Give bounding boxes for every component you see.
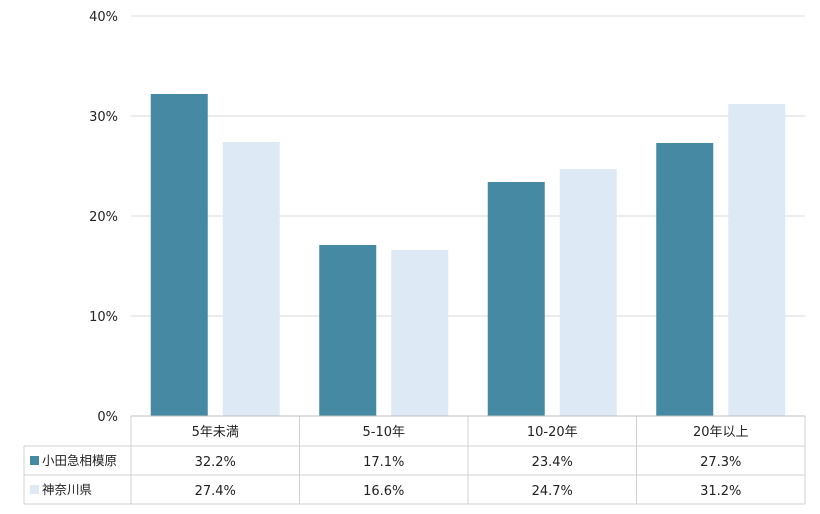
bar-2-1 bbox=[222, 142, 280, 416]
legend-label: 小田急相模原 bbox=[42, 453, 117, 468]
data-label: 32.2% bbox=[195, 455, 236, 470]
y-tick-label: 20% bbox=[89, 210, 118, 225]
data-label: 31.2% bbox=[700, 484, 741, 499]
bar-1-1 bbox=[150, 94, 208, 416]
y-tick-label: 30% bbox=[89, 110, 118, 125]
bar-2-2 bbox=[391, 250, 449, 416]
category-label: 20年以上 bbox=[693, 425, 749, 440]
legend-swatch-1 bbox=[30, 456, 39, 465]
data-label: 23.4% bbox=[532, 455, 573, 470]
legend-label: 神奈川県 bbox=[42, 482, 92, 497]
category-label: 5年未満 bbox=[192, 425, 239, 440]
data-label: 27.4% bbox=[195, 484, 236, 499]
data-label: 16.6% bbox=[363, 484, 404, 499]
y-tick-label: 40% bbox=[89, 10, 118, 25]
data-label: 17.1% bbox=[363, 455, 404, 470]
category-label: 10-20年 bbox=[527, 425, 578, 440]
bar-1-2 bbox=[319, 245, 377, 416]
bar-2-3 bbox=[559, 169, 617, 416]
y-tick-label: 10% bbox=[89, 310, 118, 325]
data-label: 24.7% bbox=[532, 484, 573, 499]
bar-1-4 bbox=[656, 143, 714, 416]
y-tick-label: 0% bbox=[97, 410, 118, 425]
y-axis-tick-labels: 0% 10% 20% 30% 40% bbox=[89, 10, 118, 425]
bar-1-3 bbox=[487, 182, 545, 416]
bars bbox=[150, 94, 786, 416]
data-label: 27.3% bbox=[700, 455, 741, 470]
bar-2-4 bbox=[728, 104, 786, 416]
legend-swatch-2 bbox=[30, 485, 39, 494]
category-label: 5-10年 bbox=[362, 425, 405, 440]
